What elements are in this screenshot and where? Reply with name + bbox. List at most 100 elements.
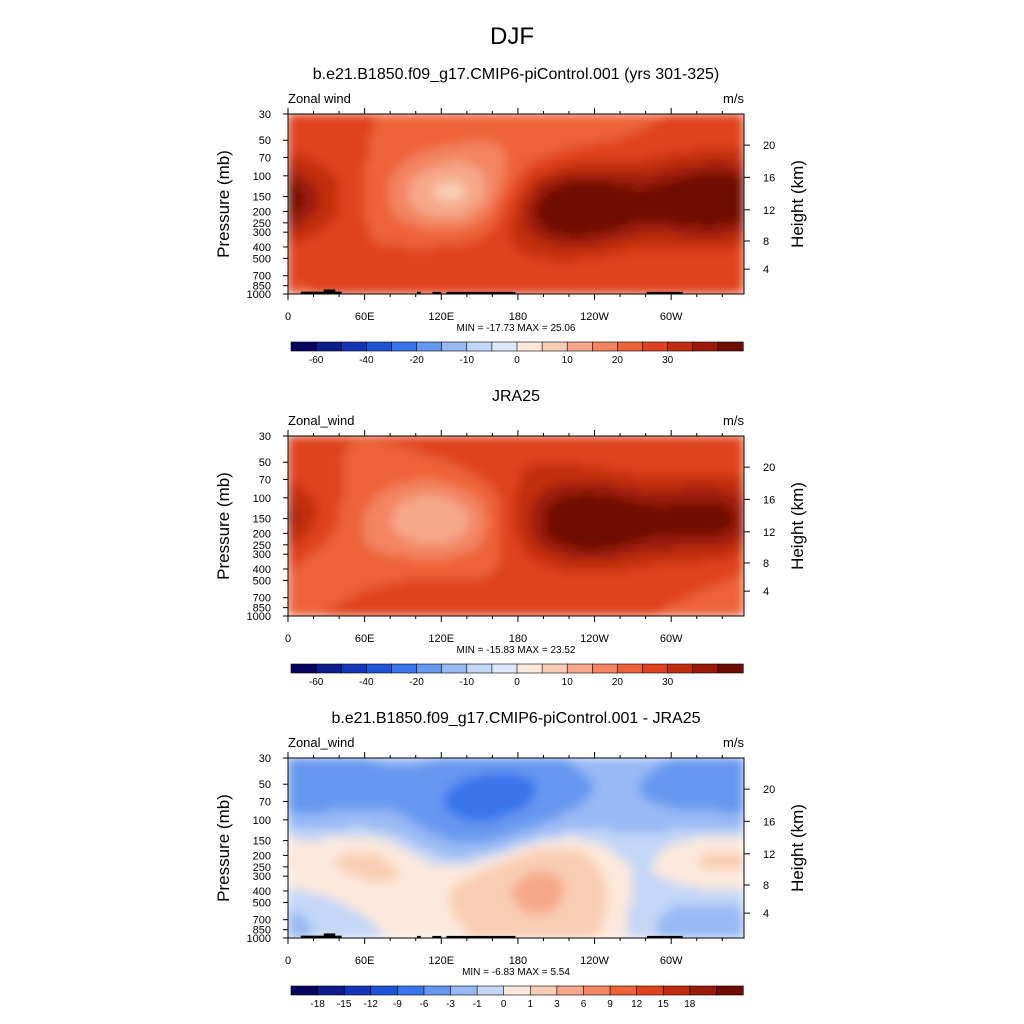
colorbar-swatch xyxy=(491,663,518,674)
colorbar-label: -1 xyxy=(473,999,482,1010)
y-tick-label: 150 xyxy=(253,514,271,526)
x-tick-label: 180 xyxy=(509,633,527,645)
colorbar-label: 0 xyxy=(501,999,507,1010)
colorbar-label: 12 xyxy=(631,999,643,1010)
y-tick-label: 30 xyxy=(259,431,271,443)
colorbar-swatch xyxy=(366,663,393,674)
height-tick-label: 8 xyxy=(763,558,769,570)
y-tick-label: 70 xyxy=(259,474,271,486)
topography-block xyxy=(323,933,336,938)
height-tick-label: 12 xyxy=(763,527,775,539)
topography-block xyxy=(446,935,516,938)
topography-block xyxy=(417,935,421,938)
colorbar-swatch xyxy=(516,663,543,674)
y-tick-label: 50 xyxy=(259,135,271,147)
topography-block xyxy=(432,935,442,938)
y-tick-label: 100 xyxy=(253,171,271,183)
height-tick-label: 12 xyxy=(763,205,775,217)
min-max-stats: MIN = -15.83 MAX = 23.52 xyxy=(457,645,576,656)
colorbar-swatch xyxy=(450,985,478,996)
colorbar-label: -60 xyxy=(309,355,324,366)
y-tick-label: 100 xyxy=(253,493,271,505)
topography xyxy=(300,933,683,938)
colorbar-swatch xyxy=(692,341,719,352)
y-tick-label: 150 xyxy=(253,836,271,848)
colorbar-swatch xyxy=(491,341,518,352)
colorbar-swatch xyxy=(476,985,505,996)
units-label: m/s xyxy=(723,413,744,428)
height-axis-label: Height (km) xyxy=(788,482,807,570)
colorbar-label: -60 xyxy=(309,677,324,688)
height-tick-label: 16 xyxy=(763,172,775,184)
colorbar-label: 20 xyxy=(612,677,624,688)
x-tick-label: 180 xyxy=(509,311,527,323)
colorbar-label: -18 xyxy=(310,999,325,1010)
panel-3: b.e21.B1850.f09_g17.CMIP6-piControl.001 … xyxy=(214,710,807,1010)
y-tick-label: 150 xyxy=(253,192,271,204)
topography-block xyxy=(646,291,683,294)
colorbar-swatch xyxy=(609,985,638,996)
colorbar-swatch xyxy=(667,341,694,352)
y-axis-label: Pressure (mb) xyxy=(214,472,233,580)
y-tick-label: 50 xyxy=(259,457,271,469)
height-tick-label: 8 xyxy=(763,236,769,248)
x-tick-label: 120W xyxy=(580,633,609,645)
colorbar-swatch xyxy=(716,985,744,996)
x-tick-label: 120E xyxy=(428,955,454,967)
y-axis-height: 20 16 12 8 4 xyxy=(744,140,775,276)
height-tick-label: 20 xyxy=(763,462,775,474)
colorbar-label: 3 xyxy=(554,999,560,1010)
colorbar-swatch xyxy=(416,663,443,674)
height-tick-label: 20 xyxy=(763,140,775,152)
y-axis-height: 20 16 12 8 4 xyxy=(744,462,775,598)
y-tick-label: 1000 xyxy=(247,933,271,945)
colorbar-swatch xyxy=(391,663,418,674)
plot-frame xyxy=(287,435,745,617)
x-tick-label: 60W xyxy=(660,633,683,645)
y-tick-label: 70 xyxy=(259,796,271,808)
plot-frame xyxy=(287,757,745,939)
colorbar-swatch xyxy=(340,341,367,352)
min-max-stats: MIN = -6.83 MAX = 5.54 xyxy=(462,967,570,978)
colorbar-label: -20 xyxy=(409,355,424,366)
colorbar-swatch xyxy=(366,341,393,352)
y-tick-label: 200 xyxy=(253,528,271,540)
y-tick-label: 200 xyxy=(253,850,271,862)
height-tick-label: 4 xyxy=(763,908,769,920)
height-tick-label: 16 xyxy=(763,816,775,828)
colorbar: -18 -15 -12 -9 -6 -3 -1 0 1 3 6 9 12 15 18 xyxy=(290,985,744,1010)
y-axis-label: Pressure (mb) xyxy=(214,150,233,258)
y-tick-label: 400 xyxy=(253,242,271,254)
colorbar-label: 1 xyxy=(528,999,534,1010)
contour-field xyxy=(288,114,744,294)
colorbar-swatch xyxy=(290,663,317,674)
colorbar-swatch xyxy=(397,985,425,996)
colorbar-swatch xyxy=(441,663,468,674)
x-axis: 0 60E 120E 180 120W 60W xyxy=(285,430,723,645)
colorbar-label: 9 xyxy=(607,999,613,1010)
colorbar-swatch xyxy=(516,341,543,352)
height-tick-label: 4 xyxy=(763,264,769,276)
colorbar-swatch xyxy=(667,663,694,674)
colorbar-swatch xyxy=(617,663,644,674)
colorbar-label: 30 xyxy=(662,355,674,366)
y-tick-label: 300 xyxy=(253,871,271,883)
y-tick-label: 300 xyxy=(253,549,271,561)
colorbar-swatch xyxy=(343,985,372,996)
height-tick-label: 8 xyxy=(763,880,769,892)
colorbar-swatch xyxy=(416,341,443,352)
panel-1: b.e21.B1850.f09_g17.CMIP6-piControl.001 … xyxy=(214,66,807,366)
colorbar-swatch xyxy=(617,341,644,352)
y-tick-label: 250 xyxy=(253,862,271,874)
panel-2: JRA25 Zonal_wind m/s 0 60E 120E 180 120W 60W 30 50… xyxy=(214,388,807,688)
x-axis: 0 60E 120E 180 120W 60W xyxy=(285,752,723,967)
contour-field xyxy=(288,436,744,616)
panel-title: b.e21.B1850.f09_g17.CMIP6-piControl.001 … xyxy=(331,710,700,727)
y-tick-label: 30 xyxy=(259,109,271,121)
y-tick-label: 400 xyxy=(253,564,271,576)
figure-title: DJF xyxy=(490,23,534,50)
colorbar-label: 0 xyxy=(514,677,520,688)
